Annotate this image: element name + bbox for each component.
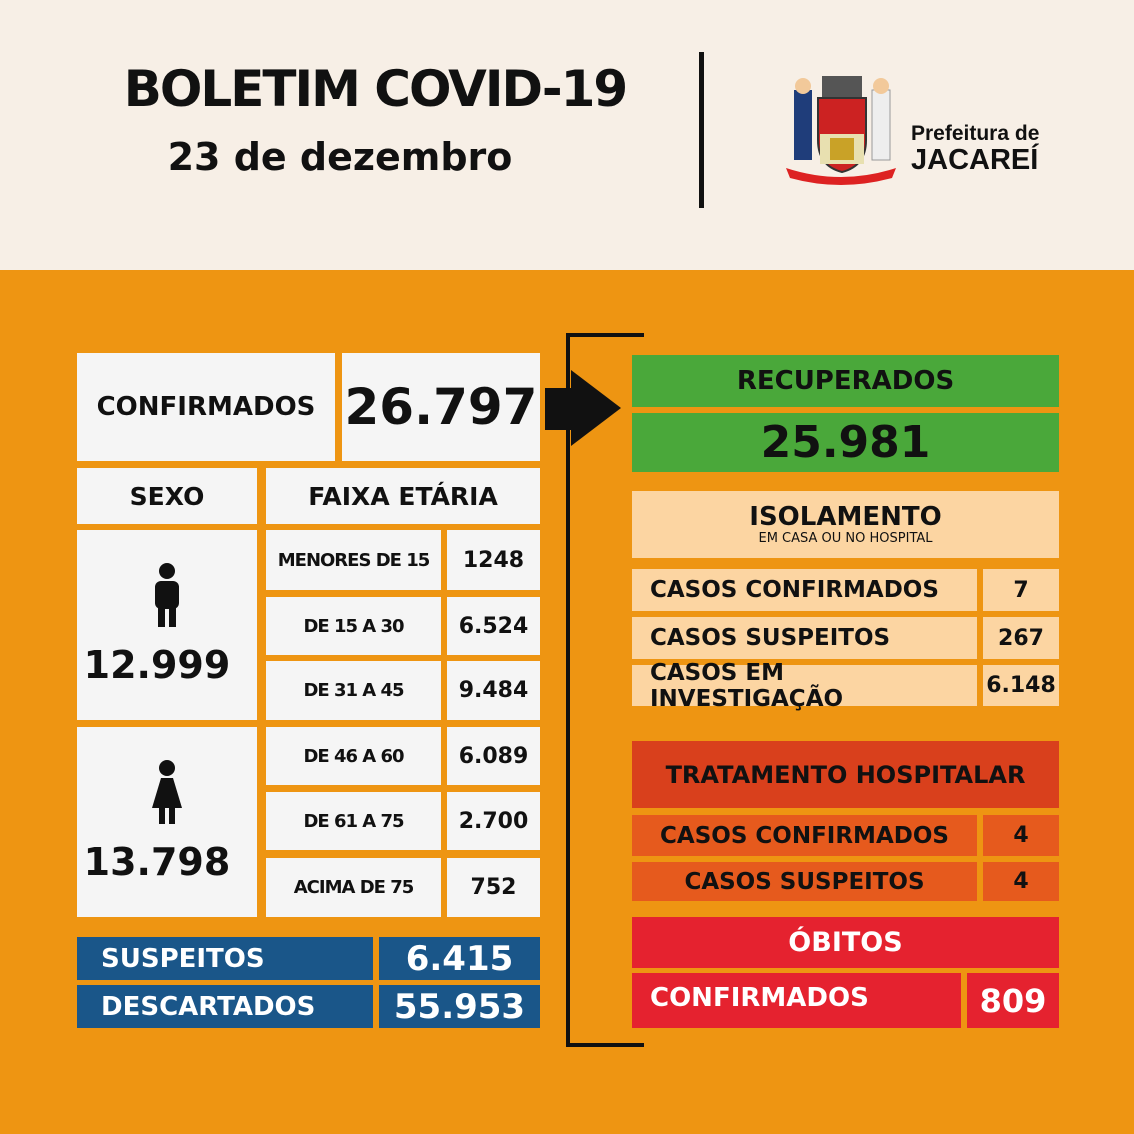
recuperados-value: 25.981 [632,413,1059,472]
isolamento-row-value: 267 [983,617,1059,659]
hospitalar-header: TRATAMENTO HOSPITALAR [632,741,1059,808]
age-group-value: 6.524 [447,597,540,655]
obitos-label: CONFIRMADOS [632,973,961,1028]
male-icon [155,563,179,627]
bulletin-date: 23 de dezembro [167,135,513,179]
sexo-header: SEXO [77,468,257,524]
isolamento-subtitle: EM CASA OU NO HOSPITAL [758,531,933,546]
age-group-label: DE 61 A 75 [266,792,441,850]
recuperados-header: RECUPERADOS [632,355,1059,407]
bracket [566,333,644,1047]
age-group-value: 752 [447,858,540,917]
isolamento-row-label: CASOS CONFIRMADOS [632,569,977,611]
org-line2: JACAREÍ [911,144,1039,176]
hospitalar-row-value: 4 [983,862,1059,901]
city-coat-of-arms-logo [782,72,900,187]
isolamento-row-label: CASOS EM INVESTIGAÇÃO [632,660,977,712]
male-box: 12.999 [77,530,257,720]
hospitalar-row-label: CASOS CONFIRMADOS [632,815,977,856]
isolamento-row-label: CASOS SUSPEITOS [632,617,977,659]
header-divider [699,52,704,208]
hospitalar-row-value: 4 [983,815,1059,856]
age-group-value: 9.484 [447,661,540,720]
suspeitos-value: 6.415 [379,937,540,980]
org-line1: Prefeitura de [911,122,1040,145]
confirmados-value: 26.797 [342,353,540,461]
age-group-label: DE 31 A 45 [266,661,441,720]
age-group-label: DE 46 A 60 [266,727,441,785]
isolamento-row-value: 6.148 [983,665,1059,706]
age-group-label: ACIMA DE 75 [266,858,441,917]
isolamento-row-value: 7 [983,569,1059,611]
page-title: BOLETIM COVID-19 [123,60,628,118]
isolamento-title: ISOLAMENTO [749,502,942,532]
hospitalar-row-label: CASOS SUSPEITOS [632,862,977,901]
descartados-label: DESCARTADOS [77,985,373,1028]
confirmados-label: CONFIRMADOS [77,353,335,461]
male-count: 12.999 [83,643,231,687]
arrow-icon [545,370,625,446]
faixa-header: FAIXA ETÁRIA [266,468,540,524]
descartados-value: 55.953 [379,985,540,1028]
female-icon [152,760,182,824]
header-band [0,0,1134,270]
isolamento-header: ISOLAMENTO EM CASA OU NO HOSPITAL [632,491,1059,558]
suspeitos-label: SUSPEITOS [77,937,373,980]
org-name: Prefeitura de JACAREÍ [911,122,1040,176]
age-group-value: 1248 [447,530,540,590]
age-group-label: DE 15 A 30 [266,597,441,655]
obitos-value: 809 [967,973,1059,1028]
female-box: 13.798 [77,727,257,917]
female-count: 13.798 [83,840,231,884]
age-group-value: 6.089 [447,727,540,785]
age-group-value: 2.700 [447,792,540,850]
age-group-label: MENORES DE 15 [266,530,441,590]
obitos-header: ÓBITOS [632,917,1059,968]
